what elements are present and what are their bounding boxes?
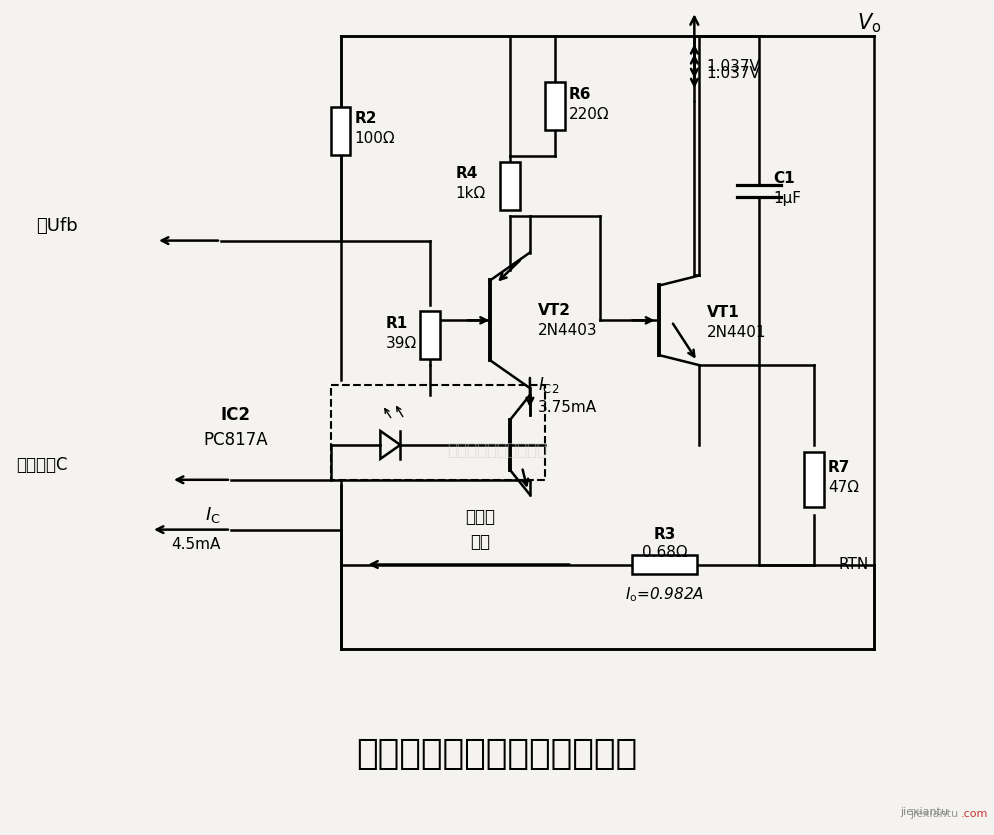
Text: R7: R7: [828, 460, 850, 475]
Text: 3.75mA: 3.75mA: [538, 399, 597, 414]
Text: 接Ufb: 接Ufb: [37, 216, 79, 235]
Text: R3: R3: [653, 527, 676, 542]
Text: 1.037V: 1.037V: [707, 66, 760, 81]
Text: $V_\mathrm{o}$: $V_\mathrm{o}$: [857, 12, 881, 35]
Text: 接控制端C: 接控制端C: [17, 456, 69, 473]
Text: PC817A: PC817A: [204, 431, 268, 449]
Bar: [331, 107, 351, 154]
Text: 1μF: 1μF: [773, 191, 801, 206]
Text: 220Ω: 220Ω: [569, 107, 609, 122]
Bar: [632, 554, 697, 574]
Text: RTN: RTN: [839, 557, 869, 572]
Text: R2: R2: [355, 112, 377, 126]
Text: 0.68Ω: 0.68Ω: [642, 545, 687, 560]
Text: $I_\mathrm{C2}$: $I_\mathrm{C2}$: [538, 375, 560, 395]
Text: jiexiantu: jiexiantu: [901, 807, 948, 817]
Text: C1: C1: [773, 171, 795, 186]
Text: .com: .com: [961, 808, 988, 818]
Text: 39Ω: 39Ω: [386, 336, 416, 351]
Text: 电压及电流控制环的单元电路: 电压及电流控制环的单元电路: [357, 736, 637, 771]
Text: $I_\mathrm{o}$=0.982A: $I_\mathrm{o}$=0.982A: [625, 585, 704, 604]
Text: IC2: IC2: [221, 406, 250, 424]
Bar: [804, 453, 824, 507]
Text: 接次级
绕组: 接次级 绕组: [465, 509, 495, 551]
Text: 47Ω: 47Ω: [828, 480, 859, 495]
Text: R4: R4: [455, 166, 477, 181]
Text: 1.037V: 1.037V: [707, 58, 760, 73]
Text: 4.5mA: 4.5mA: [171, 537, 221, 552]
Text: 杭州榉馨科技有限公司: 杭州榉馨科技有限公司: [447, 441, 547, 459]
Text: VT2: VT2: [538, 303, 571, 318]
Text: 100Ω: 100Ω: [355, 131, 395, 146]
Bar: [500, 162, 520, 210]
Text: 2N4401: 2N4401: [708, 325, 766, 340]
Bar: [331, 385, 545, 480]
Text: R1: R1: [386, 316, 408, 331]
Bar: [545, 82, 565, 130]
Text: R6: R6: [569, 87, 591, 102]
Text: $I_\mathrm{C}$: $I_\mathrm{C}$: [206, 504, 221, 524]
Text: VT1: VT1: [708, 305, 741, 320]
Text: 2N4403: 2N4403: [538, 323, 597, 338]
Text: jiexiantu: jiexiantu: [911, 808, 958, 818]
Bar: [420, 311, 440, 359]
Text: 1kΩ: 1kΩ: [455, 186, 485, 201]
